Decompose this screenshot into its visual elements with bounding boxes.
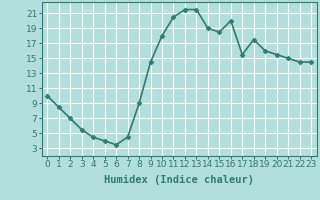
X-axis label: Humidex (Indice chaleur): Humidex (Indice chaleur)	[104, 175, 254, 185]
